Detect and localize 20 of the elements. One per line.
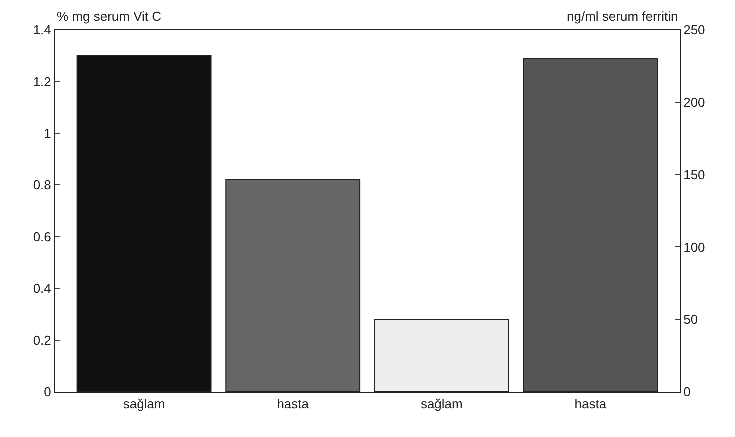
y2-tick-label: 0 [684, 384, 691, 400]
y2-tick-label: 150 [684, 167, 706, 182]
y-tick-label: 0.8 [33, 178, 52, 193]
x-tick-label: hasta [277, 396, 310, 412]
x-tick-label: sağlam [123, 396, 166, 412]
y-tick-label: 1 [44, 126, 52, 141]
y-tick-label: 0.4 [33, 281, 52, 296]
y-tick-label: 1.2 [33, 74, 52, 90]
y-tick-label: 0.6 [33, 229, 52, 244]
y-tick-label: 0.2 [33, 332, 52, 348]
y2-tick-label: 100 [684, 240, 706, 255]
y2-axis-title: ng/ml serum ferritin [567, 9, 678, 24]
y2-tick-label: 50 [684, 312, 698, 328]
y-tick-label: 0 [44, 384, 52, 400]
y2-tick-label: 200 [684, 94, 706, 110]
x-tick-label: hasta [574, 396, 608, 412]
y2-tick-label: 250 [684, 22, 706, 38]
y-tick-label: 1.4 [33, 22, 52, 38]
x-tick-label: sağlam [420, 396, 463, 412]
y-axis-title: % mg serum Vit C [57, 9, 162, 24]
